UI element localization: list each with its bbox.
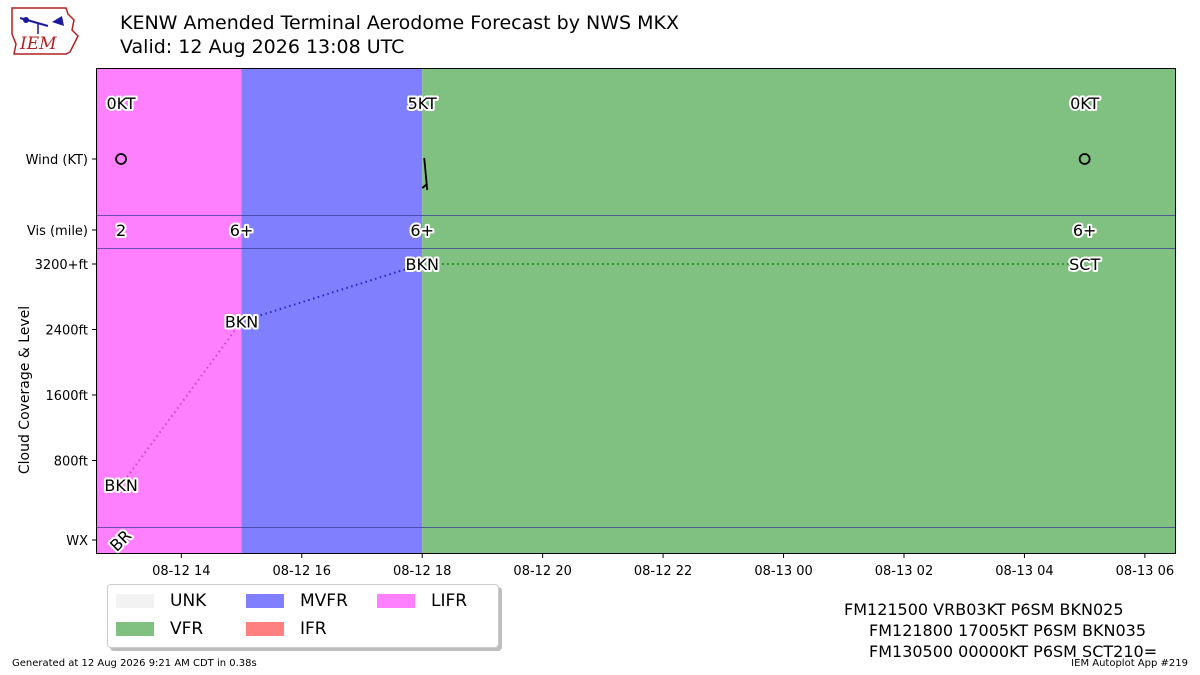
chart-subtitle: Valid: 12 Aug 2026 13:08 UTC (120, 36, 405, 58)
vis-label: 6+ (1073, 221, 1097, 240)
legend: UNK MVFR LIFR VFR IFR (107, 584, 499, 648)
x-tick-label: 08-12 18 (393, 564, 451, 579)
x-tick-label: 08-13 04 (995, 564, 1053, 579)
legend-swatch-ifr (246, 622, 284, 636)
legend-item-vfr: VFR (116, 617, 203, 641)
wind-label: 5KT (408, 94, 437, 113)
legend-label-vfr: VFR (170, 619, 204, 639)
flight-category-bands (97, 69, 1176, 553)
band-lifr (97, 69, 242, 553)
chart-title: KENW Amended Terminal Aerodome Forecast … (120, 12, 679, 34)
footer-generated: Generated at 12 Aug 2026 9:21 AM CDT in … (12, 658, 257, 669)
x-tick-label: 08-12 14 (152, 564, 210, 579)
raw-taf-line-2: FM121800 17005KT P6SM BKN035 (869, 621, 1147, 640)
cloud-level-label: 2400ft (45, 324, 88, 339)
cloud-level-label: 1600ft (45, 389, 88, 404)
band-mvfr (241, 69, 423, 553)
vis-label: 6+ (410, 221, 434, 240)
iem-logo: IEM (11, 7, 79, 55)
legend-swatch-unk (116, 594, 154, 608)
footer-app: IEM Autoplot App #219 (1071, 658, 1188, 669)
row-dividers (97, 215, 1175, 528)
calm-wind-symbol (1078, 153, 1091, 165)
x-axis: 08-12 14 08-12 16 08-12 18 08-12 20 08-12 22… (152, 553, 1174, 579)
band-vfr (422, 69, 1176, 553)
legend-item-mvfr: MVFR (246, 589, 348, 613)
vis-label: 6+ (230, 221, 254, 240)
x-tick-label: 08-13 06 (1116, 564, 1174, 579)
cloud-level-label: 3200+ft (35, 258, 88, 273)
cloud-lines (120, 263, 1085, 486)
cloud-label: BKN (104, 476, 137, 495)
x-tick-label: 08-12 16 (273, 564, 331, 579)
x-tick-label: 08-12 22 (634, 564, 692, 579)
cloud-axis-title: Cloud Coverage & Level (17, 306, 33, 474)
vis-row-label: Vis (mile) (27, 224, 88, 239)
cloud-label: BKN (405, 255, 438, 274)
x-tick-label: 08-12 20 (513, 564, 571, 579)
legend-label-lifr: LIFR (431, 591, 468, 611)
wx-row-label: WX (66, 534, 88, 549)
wind-row-label: Wind (KT) (26, 153, 88, 168)
legend-swatch-lifr (377, 594, 415, 608)
legend-swatch-mvfr (246, 594, 284, 608)
legend-swatch-vfr (116, 622, 154, 636)
vis-label: 2 (116, 221, 126, 240)
legend-label-ifr: IFR (300, 619, 327, 639)
legend-label-unk: UNK (170, 591, 207, 611)
cloud-label: SCT (1069, 255, 1100, 274)
y-axis: Wind (KT) Vis (mile) 800ft 1600ft 2400ft 3200… (26, 153, 97, 549)
legend-item-lifr: LIFR (377, 589, 467, 613)
calm-wind-symbol (115, 153, 127, 165)
raw-taf-line-3: FM130500 00000KT P6SM SCT210= (869, 642, 1158, 661)
wind-label: 0KT (1070, 94, 1099, 113)
wind-barb (421, 157, 429, 191)
x-tick-label: 08-13 00 (754, 564, 812, 579)
wind-label: 0KT (106, 94, 135, 113)
legend-item-ifr: IFR (246, 617, 327, 641)
logo-text: IEM (19, 34, 57, 54)
cloud-label: BKN (225, 312, 258, 331)
legend-item-unk: UNK (116, 589, 206, 613)
cloud-level-label: 800ft (54, 455, 88, 470)
plot-frame (96, 68, 1176, 554)
x-tick-label: 08-13 02 (875, 564, 933, 579)
raw-taf-line-1: FM121500 VRB03KT P6SM BKN025 (844, 600, 1124, 619)
legend-label-mvfr: MVFR (300, 591, 348, 611)
